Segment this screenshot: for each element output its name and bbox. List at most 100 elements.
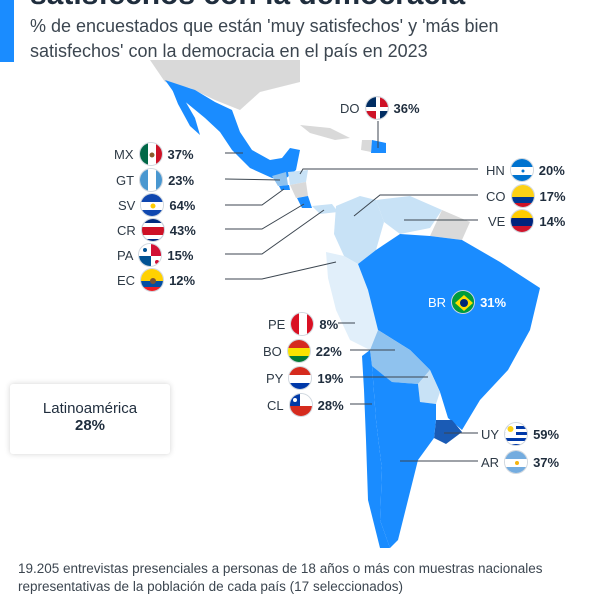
country-py-shape — [418, 370, 440, 404]
leader-line-gt — [224, 178, 281, 181]
page-title: satisfechos con la democracia — [30, 0, 590, 12]
country-code: BR — [428, 294, 447, 310]
leader-line-cr — [225, 203, 305, 230]
country-value: 12% — [169, 272, 196, 288]
country-value: 15% — [167, 247, 194, 263]
country-ve-shape — [376, 196, 442, 234]
country-code: CO — [486, 188, 506, 204]
country-co-shape — [334, 196, 384, 264]
country-code: AR — [481, 454, 500, 470]
leader-line-sv — [225, 188, 285, 206]
flag-uruguay-icon — [504, 422, 529, 446]
flag-dominican-republic-icon — [364, 96, 389, 120]
label-gt: GT 23% — [116, 168, 194, 192]
label-cr: CR 43% — [117, 218, 196, 242]
label-mx: MX 37% — [114, 142, 194, 166]
country-code: CL — [267, 397, 284, 413]
accent-bar — [0, 0, 14, 62]
country-value: 59% — [533, 426, 560, 442]
country-code: VE — [488, 213, 506, 229]
label-ve: VE 14% — [488, 209, 565, 233]
flag-argentina-icon — [504, 450, 529, 474]
label-py: PY 19% — [266, 366, 343, 390]
country-uy-shape — [434, 420, 462, 444]
country-bo-shape — [370, 330, 430, 384]
average-value: 28% — [74, 417, 106, 434]
label-pa: PA 15% — [117, 243, 193, 267]
label-do: DO 36% — [340, 96, 420, 120]
country-br-shape — [358, 234, 540, 430]
country-value: 28% — [317, 397, 344, 413]
usa-region — [150, 60, 300, 110]
leader-lines — [224, 121, 478, 462]
country-code: BO — [263, 343, 282, 359]
country-hn-shape — [288, 170, 308, 185]
flag-chile-icon — [288, 393, 313, 417]
country-value: 20% — [538, 162, 565, 178]
country-code: PE — [268, 316, 286, 332]
flag-brazil-icon — [451, 290, 476, 314]
methodology-note: 19.205 entrevistas presenciales a person… — [18, 561, 543, 594]
label-sv: SV 64% — [118, 193, 195, 217]
country-code: GT — [116, 172, 135, 188]
country-value: 64% — [169, 197, 196, 213]
country-code: CR — [117, 222, 136, 238]
flag-paraguay-icon — [288, 366, 313, 390]
country-sv-shape — [279, 185, 290, 190]
leader-line-pa — [225, 209, 325, 255]
country-code: EC — [117, 272, 136, 288]
country-pe-shape — [328, 256, 378, 350]
flag-ecuador-icon — [140, 268, 165, 292]
latin-america-average-box: Latinoamérica 28% — [10, 384, 170, 454]
country-code: MX — [114, 146, 134, 162]
flag-venezuela-icon — [510, 209, 535, 233]
flag-mexico-icon — [138, 142, 163, 166]
country-code: HN — [486, 162, 505, 178]
country-value: 22% — [315, 343, 342, 359]
country-ni-shape — [290, 182, 308, 198]
label-ar: AR 37% — [481, 450, 559, 474]
country-value: 17% — [539, 188, 566, 204]
leader-line-hn — [299, 168, 478, 175]
page-subtitle: % de encuestados que están 'muy satisfec… — [30, 16, 499, 61]
flag-bolivia-icon — [286, 339, 311, 363]
flag-panama-icon — [138, 243, 163, 267]
label-uy: UY 59% — [481, 422, 559, 446]
country-mx-shape — [165, 80, 300, 180]
country-value: 37% — [167, 146, 194, 162]
country-value: 8% — [319, 316, 339, 332]
flag-el-salvador-icon — [140, 193, 165, 217]
leader-line-ec — [225, 261, 337, 280]
country-value: 31% — [480, 294, 507, 310]
label-hn: HN 20% — [486, 158, 565, 182]
label-bo: BO 22% — [263, 339, 342, 363]
country-value: 43% — [169, 222, 196, 238]
haiti — [361, 140, 372, 152]
leader-line-co — [353, 194, 478, 217]
label-cl: CL 28% — [267, 393, 344, 417]
baja-california — [170, 84, 200, 135]
country-code: UY — [481, 426, 500, 442]
flag-guatemala-icon — [139, 168, 164, 192]
country-value: 23% — [168, 172, 195, 188]
label-co: CO 17% — [486, 184, 566, 208]
cuba-island — [300, 125, 350, 140]
flag-peru-icon — [290, 312, 315, 336]
country-ar-shape — [372, 366, 436, 548]
country-value: 36% — [393, 100, 420, 116]
average-label: Latinoamérica — [42, 400, 138, 417]
guyanas — [430, 210, 470, 240]
flag-costa-rica-icon — [140, 218, 165, 242]
country-value: 14% — [539, 213, 566, 229]
country-code: DO — [340, 100, 360, 116]
country-code: PA — [117, 247, 134, 263]
flag-honduras-icon — [509, 158, 534, 182]
country-pa-shape — [312, 204, 338, 214]
country-value: 37% — [533, 454, 560, 470]
label-br: BR 31% — [428, 290, 506, 314]
label-pe: PE 8% — [268, 312, 338, 336]
label-ec: EC 12% — [117, 268, 195, 292]
country-cr-shape — [297, 196, 312, 208]
country-code: SV — [118, 197, 136, 213]
